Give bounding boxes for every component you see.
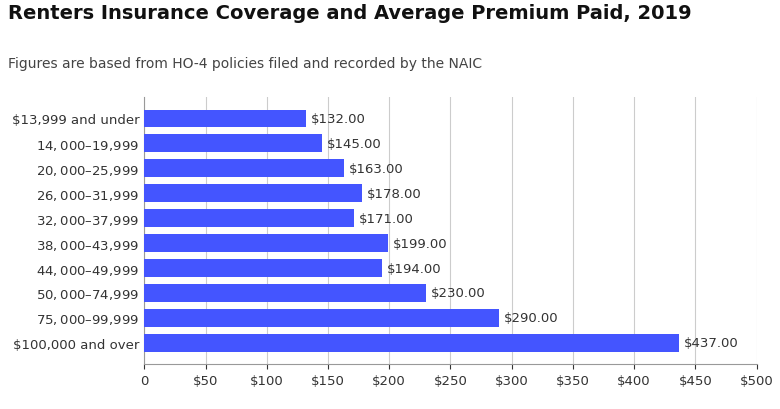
Text: $178.00: $178.00 <box>367 187 422 200</box>
Text: $132.00: $132.00 <box>311 113 366 126</box>
Bar <box>144 110 306 128</box>
Text: $199.00: $199.00 <box>393 237 448 250</box>
Text: Figures are based from HO-4 policies filed and recorded by the NAIC: Figures are based from HO-4 policies fil… <box>8 57 482 71</box>
Text: $194.00: $194.00 <box>387 262 441 275</box>
Bar <box>144 284 426 302</box>
Text: $290.00: $290.00 <box>505 312 559 325</box>
Text: $145.00: $145.00 <box>327 137 381 151</box>
Text: $437.00: $437.00 <box>684 337 739 349</box>
Bar <box>144 160 344 178</box>
Text: $163.00: $163.00 <box>349 162 403 175</box>
Bar <box>144 185 362 203</box>
Text: $171.00: $171.00 <box>359 212 413 225</box>
Bar <box>144 235 388 252</box>
Bar <box>144 309 499 327</box>
Bar <box>144 334 679 352</box>
Bar <box>144 259 382 277</box>
Text: $230.00: $230.00 <box>431 287 486 300</box>
Bar <box>144 210 353 227</box>
Bar <box>144 135 322 153</box>
Text: Renters Insurance Coverage and Average Premium Paid, 2019: Renters Insurance Coverage and Average P… <box>8 4 691 23</box>
